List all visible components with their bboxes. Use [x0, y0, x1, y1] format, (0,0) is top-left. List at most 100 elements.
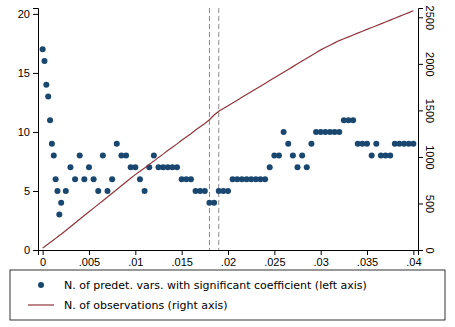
tick-mark — [321, 250, 322, 255]
tick-mark — [274, 250, 275, 255]
point — [77, 153, 83, 159]
point — [41, 58, 47, 64]
tick: .03 — [314, 250, 329, 268]
tick-mark — [43, 250, 44, 255]
tick: .04 — [406, 250, 421, 268]
tick: .005 — [79, 250, 100, 268]
tick-mark — [418, 157, 423, 158]
tick-mark — [228, 250, 229, 255]
axis-line — [39, 251, 419, 256]
tick-mark — [33, 250, 38, 251]
tick-label: 0 — [24, 244, 30, 256]
tick-mark — [367, 250, 368, 255]
line — [43, 11, 414, 248]
point — [81, 176, 87, 182]
point — [53, 176, 59, 182]
reference-line — [209, 8, 210, 250]
point — [262, 176, 268, 182]
point — [45, 94, 51, 100]
point — [72, 176, 78, 182]
legend-symbol — [38, 282, 44, 288]
tick-mark — [418, 64, 423, 65]
point — [49, 141, 55, 147]
point — [281, 129, 287, 135]
point — [43, 82, 49, 88]
point — [295, 164, 301, 170]
point — [308, 141, 314, 147]
tick-label: .025 — [264, 256, 285, 268]
tick-mark — [418, 17, 423, 18]
point — [146, 164, 152, 170]
point — [105, 188, 111, 194]
tick-mark — [33, 14, 38, 15]
point — [267, 164, 273, 170]
tick: 2000 — [418, 52, 436, 76]
tick: 2500 — [418, 6, 436, 30]
tick-label: .015 — [171, 256, 192, 268]
tick-mark — [89, 250, 90, 255]
point — [91, 176, 97, 182]
point — [54, 188, 60, 194]
legend-symbol — [28, 304, 54, 305]
tick-mark — [418, 203, 423, 204]
point — [109, 176, 115, 182]
point — [100, 153, 106, 159]
tick-label: 5 — [24, 185, 30, 197]
tick: 15 — [18, 67, 38, 79]
tick-mark — [418, 110, 423, 111]
point — [40, 46, 46, 52]
point — [47, 117, 53, 123]
tick-mark — [33, 73, 38, 74]
point — [410, 141, 416, 147]
point — [364, 141, 370, 147]
tick: .02 — [221, 250, 236, 268]
tick-label: .02 — [221, 256, 236, 268]
point — [276, 153, 282, 159]
tick: 0 — [418, 247, 436, 253]
tick: 0 — [40, 250, 46, 268]
tick: .015 — [171, 250, 192, 268]
tick: 5 — [24, 185, 38, 197]
point — [114, 141, 120, 147]
point — [290, 153, 296, 159]
legend-label: N. of predet. vars. with significant coe… — [64, 279, 367, 292]
point — [350, 117, 356, 123]
legend-label: N. of observations (right axis) — [64, 299, 228, 312]
tick-label: .04 — [406, 256, 421, 268]
tick-mark — [33, 191, 38, 192]
point — [142, 188, 148, 194]
tick: 1000 — [418, 145, 436, 169]
point — [58, 200, 64, 206]
tick: 10 — [18, 126, 38, 138]
point — [211, 200, 217, 206]
point — [202, 188, 208, 194]
point — [63, 188, 69, 194]
point — [123, 153, 129, 159]
tick-mark — [182, 250, 183, 255]
x-axis: 0.005.01.015.02.025.03.035.04 — [39, 250, 422, 268]
tick: 1500 — [418, 99, 436, 123]
tick-label: .03 — [314, 256, 329, 268]
tick: .025 — [264, 250, 285, 268]
point — [369, 153, 375, 159]
point — [67, 164, 73, 170]
tick: 500 — [418, 195, 436, 213]
legend-box — [10, 270, 445, 320]
tick-label: .035 — [357, 256, 378, 268]
tick-label: 500 — [424, 195, 436, 213]
point — [132, 164, 138, 170]
point — [151, 153, 157, 159]
point — [56, 212, 62, 218]
marks — [40, 8, 417, 250]
tick-label: 0 — [424, 247, 436, 253]
axis-line — [33, 9, 39, 251]
point — [373, 141, 379, 147]
point — [299, 153, 305, 159]
reference-line — [218, 8, 219, 250]
tick-mark — [135, 250, 136, 255]
tick: 0 — [24, 244, 38, 256]
plot: 0.005.01.015.02.025.03.035.0405101520050… — [18, 6, 436, 268]
point — [336, 129, 342, 135]
point — [285, 141, 291, 147]
point — [86, 164, 92, 170]
